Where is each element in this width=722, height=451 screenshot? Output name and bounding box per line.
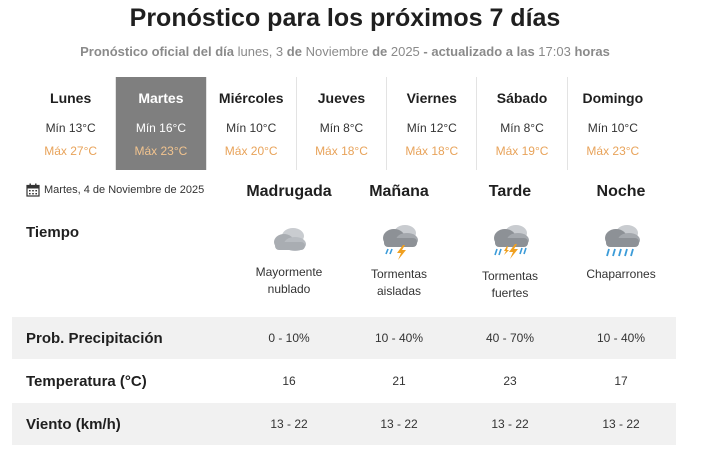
- day-max: Máx 23°C: [134, 144, 188, 158]
- wind-value: 13 - 22: [491, 417, 529, 431]
- precip-value: 40 - 70%: [485, 331, 535, 345]
- day-min: Mín 16°C: [135, 121, 186, 135]
- page-subtitle: Pronóstico oficial del día lunes, 3 de N…: [0, 44, 690, 59]
- calendar-icon: [26, 183, 40, 197]
- wind-row: Viento (km/h) 13 - 22 13 - 22 13 - 22 13…: [12, 403, 676, 445]
- temp-value: 23: [503, 374, 517, 388]
- weather-desc: Tormentas: [370, 267, 428, 281]
- day-tab-martes[interactable]: Martes Mín 16°C Máx 23°C: [116, 77, 207, 170]
- wind-value: 13 - 22: [270, 417, 308, 431]
- day-min: Mín 12°C: [406, 121, 457, 135]
- weather-noche: Chaparrones: [565, 222, 677, 283]
- period-noche: Noche: [596, 183, 646, 200]
- temp-value: 17: [614, 374, 628, 388]
- tiempo-label: Tiempo: [26, 224, 80, 241]
- day-name: Lunes: [50, 90, 92, 106]
- period-madrugada: Madrugada: [246, 183, 332, 200]
- temp-label: Temperatura (°C): [26, 372, 147, 390]
- day-name: Viernes: [406, 90, 457, 106]
- precip-value: 10 - 40%: [596, 331, 646, 345]
- day-name: Miércoles: [218, 90, 284, 106]
- subtitle-month: Noviembre: [305, 44, 369, 59]
- subtitle-date: lunes, 3: [237, 44, 284, 59]
- strong-thunderstorm-icon: [494, 225, 529, 259]
- day-max: Máx 23°C: [586, 144, 640, 158]
- day-min: Mín 10°C: [587, 121, 638, 135]
- subtitle-de: de: [286, 44, 302, 59]
- day-tab-domingo[interactable]: Domingo Mín 10°C Máx 23°C: [568, 77, 658, 170]
- temp-value: 16: [282, 374, 296, 388]
- day-tab-miercoles[interactable]: Miércoles Mín 10°C Máx 20°C: [207, 77, 297, 170]
- weather-desc: nublado: [267, 282, 311, 296]
- subtitle-de: de: [372, 44, 388, 59]
- day-max: Máx 19°C: [495, 144, 549, 158]
- day-name: Martes: [138, 90, 184, 106]
- day-min: Mín 8°C: [319, 121, 364, 135]
- day-name: Jueves: [317, 90, 366, 106]
- page-title: Pronóstico para los próximos 7 días: [129, 4, 561, 32]
- temp-row: Temperatura (°C) 16 21 23 17: [12, 360, 676, 402]
- thunderstorm-icon: [383, 225, 418, 260]
- subtitle-suffix: horas: [574, 44, 610, 59]
- weather-desc: Mayormente: [255, 265, 323, 279]
- day-tab-jueves[interactable]: Jueves Mín 8°C Máx 18°C: [297, 77, 388, 170]
- subtitle-updated: - actualizado a las: [423, 44, 535, 59]
- selected-date: Martes, 4 de Noviembre de 2025: [26, 183, 204, 197]
- weather-desc: aisladas: [376, 284, 422, 298]
- day-name: Sábado: [496, 90, 548, 106]
- showers-icon: [605, 225, 640, 257]
- period-manana: Mañana: [369, 183, 429, 200]
- weather-desc: fuertes: [491, 286, 529, 300]
- subtitle-prefix: Pronóstico oficial del día: [80, 44, 234, 59]
- wind-value: 13 - 22: [380, 417, 418, 431]
- weather-desc: Chaparrones: [586, 267, 656, 281]
- day-tab-sabado[interactable]: Sábado Mín 8°C Máx 19°C: [477, 77, 568, 170]
- period-tarde: Tarde: [488, 183, 532, 200]
- day-max: Máx 18°C: [315, 144, 368, 158]
- day-min: Mín 8°C: [500, 121, 544, 135]
- wind-value: 13 - 22: [602, 417, 640, 431]
- precip-label: Prob. Precipitación: [26, 329, 163, 347]
- precip-value: 10 - 40%: [374, 331, 424, 345]
- day-tab-lunes[interactable]: Lunes Mín 13°C Máx 27°C: [26, 77, 117, 170]
- day-max: Máx 20°C: [224, 144, 278, 158]
- weather-tarde: Tormentas fuertes: [454, 222, 566, 302]
- weather-manana: Tormentas aisladas: [343, 222, 455, 300]
- day-tab-viernes[interactable]: Viernes Mín 12°C Máx 18°C: [387, 77, 478, 170]
- wind-label: Viento (km/h): [26, 415, 121, 433]
- day-name: Domingo: [582, 90, 644, 106]
- temp-value: 21: [392, 374, 406, 388]
- day-max: Máx 18°C: [405, 144, 459, 158]
- selected-date-text: Martes, 4 de Noviembre de 2025: [44, 184, 205, 196]
- subtitle-time: 17:03: [538, 44, 571, 59]
- precip-value: 0 - 10%: [268, 331, 310, 345]
- weather-desc: Tormentas: [481, 269, 539, 283]
- precip-row: Prob. Precipitación 0 - 10% 10 - 40% 40 …: [12, 317, 676, 359]
- weather-madrugada: Mayormente nublado: [233, 222, 345, 298]
- day-min: Mín 13°C: [45, 121, 96, 135]
- subtitle-year: 2025: [390, 44, 420, 59]
- cloudy-icon: [274, 228, 306, 251]
- day-min: Mín 10°C: [226, 121, 277, 135]
- day-tabs: Lunes Mín 13°C Máx 27°C Martes Mín 16°C Máx …: [26, 77, 658, 170]
- day-max: Máx 27°C: [44, 144, 98, 158]
